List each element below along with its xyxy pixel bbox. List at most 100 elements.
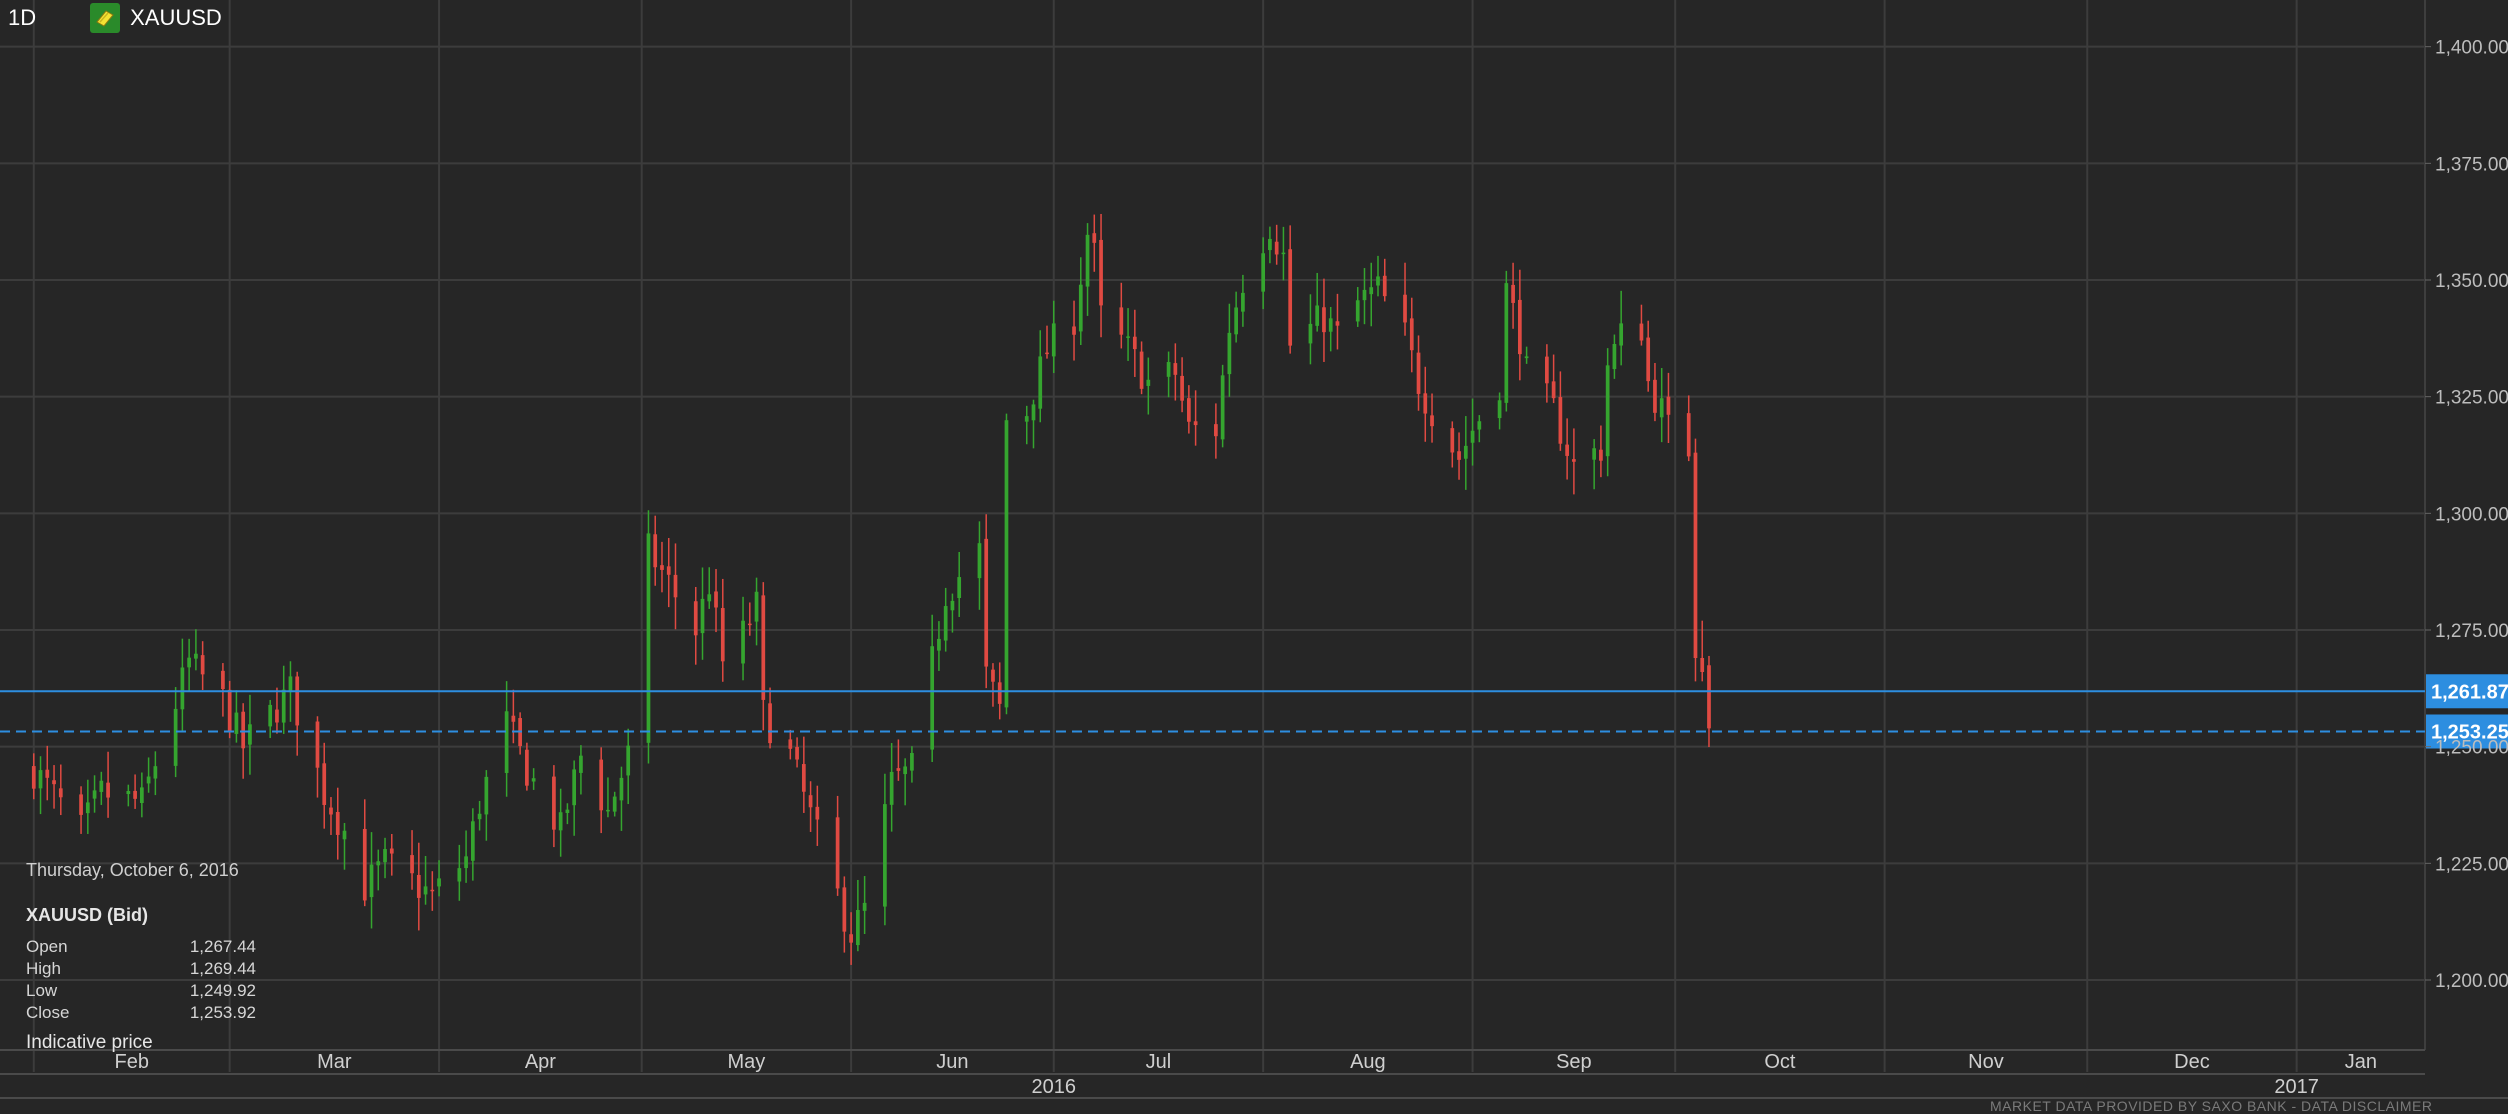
candle-body bbox=[1024, 416, 1029, 422]
ohlc-info-panel: Thursday, October 6, 2016 XAUUSD (Bid) O… bbox=[26, 860, 256, 1054]
candle-body bbox=[99, 780, 104, 792]
candle-body bbox=[85, 802, 90, 814]
candle-body bbox=[1382, 275, 1387, 297]
candle-body bbox=[1639, 323, 1644, 341]
info-value: 1,253.92 bbox=[189, 1003, 256, 1022]
info-value: 1,249.92 bbox=[189, 981, 256, 1000]
candle-body bbox=[1646, 337, 1651, 382]
candle-body bbox=[1423, 393, 1428, 414]
candle-body bbox=[720, 608, 725, 662]
data-disclaimer-link[interactable]: MARKET DATA PROVIDED BY SAXO BANK - DATA… bbox=[1990, 1098, 2433, 1114]
candle-body bbox=[1517, 299, 1522, 355]
candle-body bbox=[1686, 413, 1691, 457]
candle-body bbox=[1031, 404, 1036, 421]
candle-body bbox=[700, 598, 705, 634]
candle-body bbox=[1180, 375, 1184, 401]
y-tick-label: 1,200.00 bbox=[2435, 971, 2508, 992]
y-tick-label: 1,225.00 bbox=[2435, 854, 2508, 875]
info-row-low: Low 1,249.92 bbox=[26, 980, 256, 1002]
candle-body bbox=[937, 638, 941, 651]
x-tick-label: Mar bbox=[317, 1051, 352, 1073]
candle-body bbox=[1166, 362, 1171, 377]
candle-body bbox=[1274, 241, 1279, 255]
candle-body bbox=[558, 812, 563, 831]
candle-body bbox=[1281, 252, 1286, 255]
candle-body bbox=[153, 766, 158, 779]
candle-body bbox=[504, 711, 509, 773]
candle-body bbox=[268, 704, 273, 727]
candle-body bbox=[1119, 307, 1124, 335]
candle-body bbox=[1261, 253, 1266, 292]
info-instrument: XAUUSD (Bid) bbox=[26, 905, 148, 925]
candle-body bbox=[1545, 356, 1549, 384]
candle-body bbox=[1099, 239, 1103, 306]
candle-body bbox=[910, 753, 914, 771]
price-lines: 1,261.87 1,253.25 bbox=[0, 674, 2508, 749]
candle-body bbox=[1551, 381, 1556, 399]
candle-body bbox=[342, 830, 347, 840]
chart-toolbar: 1D XAUUSD bbox=[0, 0, 222, 36]
timeframe-button[interactable]: 1D bbox=[8, 5, 37, 30]
candle-body bbox=[315, 721, 320, 768]
candle-body bbox=[795, 746, 799, 760]
candle-body bbox=[1376, 276, 1380, 286]
candle-body bbox=[200, 655, 205, 675]
candle-body bbox=[1146, 379, 1151, 386]
candle-body bbox=[1619, 323, 1624, 346]
candle-body bbox=[187, 657, 191, 668]
x-tick-label: Oct bbox=[1764, 1051, 1796, 1073]
candle-body bbox=[335, 811, 340, 835]
candle-body bbox=[943, 606, 948, 641]
candle-body bbox=[1700, 658, 1705, 672]
candle-body bbox=[1193, 421, 1198, 426]
candle-body bbox=[389, 848, 394, 854]
candle-body bbox=[673, 574, 678, 598]
candle-body bbox=[1132, 336, 1137, 350]
candle-body bbox=[693, 601, 698, 636]
candle-body bbox=[862, 902, 867, 911]
candle-body bbox=[1220, 375, 1225, 440]
candle-body bbox=[619, 777, 624, 801]
candle-body bbox=[1214, 424, 1218, 437]
symbol-selector[interactable]: XAUUSD bbox=[90, 3, 222, 33]
candle-body bbox=[234, 712, 239, 734]
candle-body bbox=[410, 855, 414, 874]
info-row-high: High 1,269.44 bbox=[26, 958, 256, 980]
candle-body bbox=[133, 790, 137, 799]
candle-body bbox=[146, 776, 151, 784]
candle-body bbox=[106, 782, 110, 798]
candle-body bbox=[1173, 363, 1178, 375]
candle-body bbox=[1450, 428, 1455, 453]
candle-body bbox=[1653, 379, 1657, 413]
info-row-close: Close 1,253.92 bbox=[26, 1002, 256, 1024]
candle-body bbox=[801, 764, 806, 792]
candle-body bbox=[376, 861, 381, 866]
price-tag bbox=[2426, 674, 2508, 709]
candle-body bbox=[1288, 249, 1293, 346]
x-tick-label: Dec bbox=[2174, 1051, 2210, 1073]
candle-body bbox=[1335, 321, 1340, 326]
candle-body bbox=[1457, 451, 1461, 460]
candle-body bbox=[45, 769, 50, 778]
candle-body bbox=[1666, 396, 1671, 415]
candle-body bbox=[362, 828, 367, 901]
price-tag-label: 1,253.25 bbox=[2431, 722, 2508, 744]
candle-body bbox=[416, 874, 421, 898]
candle-body bbox=[58, 788, 63, 798]
candle-body bbox=[457, 868, 462, 882]
candle-body bbox=[741, 620, 745, 664]
candle-body bbox=[281, 689, 286, 723]
info-date: Thursday, October 6, 2016 bbox=[26, 860, 239, 880]
y-tick-label: 1,400.00 bbox=[2435, 38, 2508, 59]
candle-body bbox=[572, 769, 577, 806]
candle-body bbox=[842, 887, 847, 932]
candle-body bbox=[180, 667, 185, 710]
y-tick-label: 1,375.00 bbox=[2435, 154, 2508, 175]
candlestick-series bbox=[31, 213, 1711, 965]
gold-bar-icon bbox=[90, 3, 121, 33]
candle-body bbox=[1477, 421, 1482, 430]
candle-body bbox=[1599, 449, 1603, 461]
year-label: 2017 bbox=[2274, 1076, 2319, 1098]
candle-body bbox=[835, 817, 840, 889]
